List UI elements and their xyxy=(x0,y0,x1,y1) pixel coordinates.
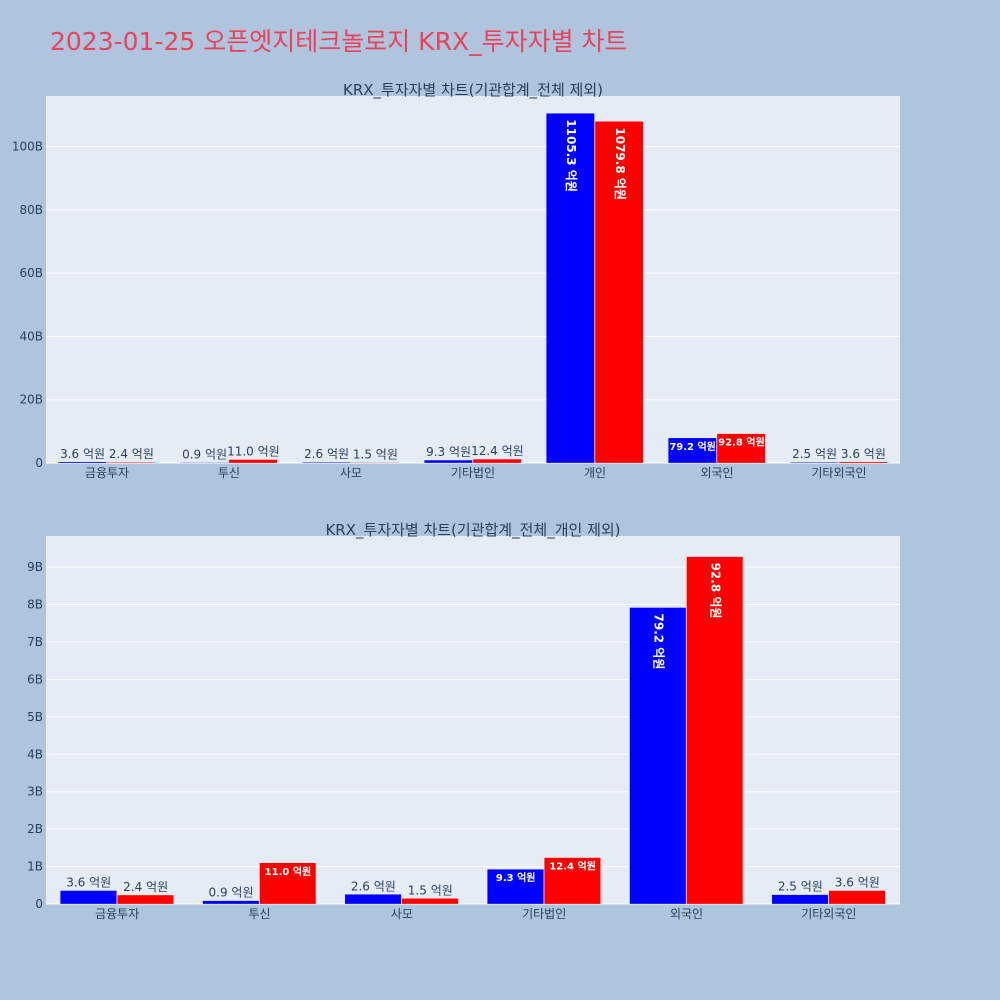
y-tick-label: 5B xyxy=(27,710,43,724)
bar xyxy=(424,459,473,464)
bar xyxy=(716,433,766,464)
bar xyxy=(228,459,278,464)
data-label: 9.3 억원 xyxy=(426,445,471,459)
y-tick-label: 4B xyxy=(27,747,43,761)
data-label: 2.4 억원 xyxy=(109,447,154,461)
data-label: 1079.8 억원 xyxy=(613,127,627,200)
data-label: 1105.3 억원 xyxy=(564,119,578,192)
y-tick-label: 9B xyxy=(27,560,43,574)
bar xyxy=(629,607,687,905)
data-label: 0.9 억원 xyxy=(182,448,227,462)
x-tick-label: 외국인 xyxy=(700,466,733,480)
bar xyxy=(350,462,400,464)
bar xyxy=(838,461,888,464)
data-label: 79.2 억원 xyxy=(652,614,666,670)
x-tick-label: 사모 xyxy=(391,907,413,921)
x-tick-label: 기타법인 xyxy=(522,907,566,921)
y-tick-label: 6B xyxy=(27,672,43,686)
bar xyxy=(117,894,174,905)
x-tick-label: 금융투자 xyxy=(85,466,129,480)
bar xyxy=(668,437,717,464)
x-tick-label: 투신 xyxy=(248,907,270,921)
data-label: 1.5 억원 xyxy=(353,448,398,462)
y-tick-label: 60B xyxy=(19,266,43,280)
bar xyxy=(472,458,522,464)
chart-top: 0 20B 40B 60B 80B 100B KRX_투자자별 차트(기관합계_전체 제외)… xyxy=(12,81,900,480)
bar xyxy=(487,869,544,905)
bar xyxy=(401,898,459,905)
bar xyxy=(58,461,107,464)
data-label: 1.5 억원 xyxy=(408,883,453,897)
data-label: 11.0 억원 xyxy=(265,865,312,878)
bar xyxy=(790,462,839,464)
x-tick-label: 기타법인 xyxy=(451,466,495,480)
x-tick-label: 기타외국인 xyxy=(811,466,866,480)
chart-bottom: 0 1B 2B 3B 4B 5B 6B 7B 8B 9B KRX_투자자별 차트(기관합계_전체_개… xyxy=(27,521,900,921)
bar xyxy=(771,894,829,905)
data-label: 9.3 억원 xyxy=(496,871,536,884)
y-tick-label: 40B xyxy=(19,329,43,343)
chart-title: KRX_투자자별 차트(기관합계_전체 제외) xyxy=(343,81,603,100)
y-tick-label: 20B xyxy=(19,393,43,407)
y-tick-label: 2B xyxy=(27,822,43,836)
data-label: 3.6 억원 xyxy=(835,876,880,890)
bar xyxy=(544,857,601,905)
bar xyxy=(828,890,886,905)
bar xyxy=(546,113,595,464)
x-tick-label: 기타외국인 xyxy=(801,907,856,921)
data-label: 3.6 억원 xyxy=(66,876,111,890)
data-label: 2.4 억원 xyxy=(123,880,168,894)
plot-area xyxy=(46,536,900,904)
chart-title: KRX_투자자별 차트(기관합계_전체_개인 제외) xyxy=(325,521,620,540)
data-label: 2.5 억원 xyxy=(792,447,837,461)
data-label: 2.5 억원 xyxy=(778,880,823,894)
data-label: 92.8 억원 xyxy=(708,563,722,619)
bar xyxy=(180,462,229,464)
data-label: 92.8 억원 xyxy=(718,436,765,449)
page-title: 2023-01-25 오픈엣지테크놀로지 KRX_투자자별 차트 xyxy=(50,27,628,56)
y-tick-label: 8B xyxy=(27,598,43,612)
bar xyxy=(60,890,117,905)
y-tick-label: 3B xyxy=(27,785,43,799)
bar xyxy=(344,894,402,905)
y-tick-label: 1B xyxy=(27,860,43,874)
x-tick-label: 외국인 xyxy=(670,907,703,921)
y-tick-label: 0 xyxy=(35,456,43,470)
bar xyxy=(686,556,744,905)
y-tick-label: 7B xyxy=(27,635,43,649)
x-tick-label: 금융투자 xyxy=(95,907,139,921)
data-label: 2.6 억원 xyxy=(304,447,349,461)
data-label: 3.6 억원 xyxy=(841,447,886,461)
y-tick-label: 0 xyxy=(35,897,43,911)
bar xyxy=(106,462,156,464)
y-tick-label: 100B xyxy=(12,140,43,154)
plot-area xyxy=(46,96,900,463)
data-label: 12.4 억원 xyxy=(549,860,596,873)
data-label: 11.0 억원 xyxy=(227,445,280,459)
y-tick-label: 80B xyxy=(19,203,43,217)
data-label: 12.4 억원 xyxy=(471,444,524,458)
bar xyxy=(202,900,260,905)
bar xyxy=(594,121,644,464)
bar xyxy=(302,462,351,464)
data-label: 79.2 억원 xyxy=(669,440,716,453)
x-tick-label: 사모 xyxy=(340,466,362,480)
x-tick-label: 투신 xyxy=(218,466,240,480)
bar xyxy=(259,862,317,905)
data-label: 3.6 억원 xyxy=(60,447,105,461)
data-label: 0.9 억원 xyxy=(209,886,254,900)
data-label: 2.6 억원 xyxy=(351,879,396,893)
x-tick-label: 개인 xyxy=(584,466,606,480)
